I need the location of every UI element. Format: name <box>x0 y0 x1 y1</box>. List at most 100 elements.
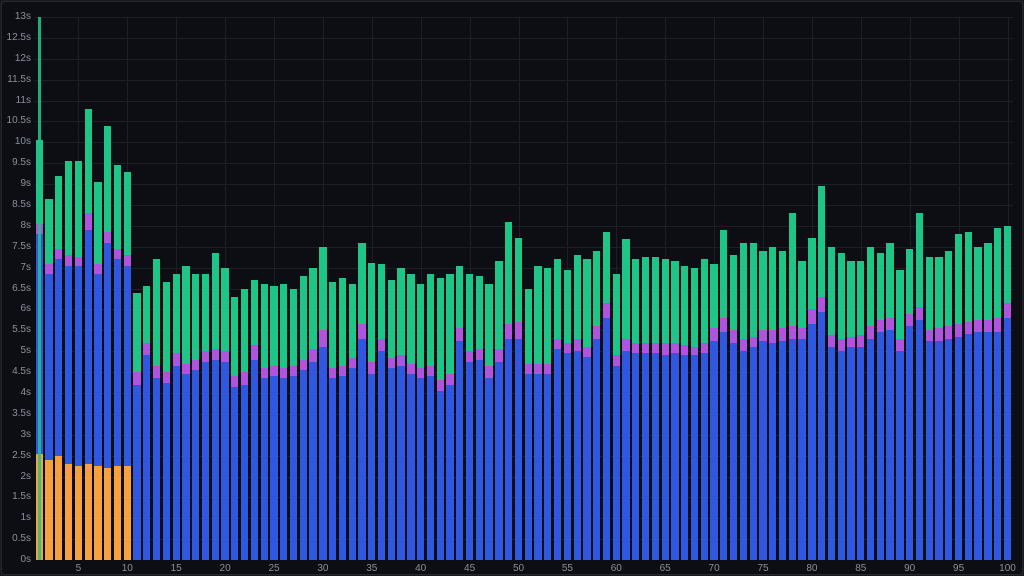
bar[interactable] <box>818 186 826 560</box>
bar[interactable] <box>788 213 796 560</box>
bar[interactable] <box>182 265 190 560</box>
bar[interactable] <box>485 284 493 560</box>
bar[interactable] <box>593 250 601 560</box>
bar[interactable] <box>45 198 53 560</box>
bar[interactable] <box>64 161 73 560</box>
bar[interactable] <box>866 246 875 560</box>
bar[interactable] <box>514 238 523 560</box>
bar[interactable] <box>661 259 669 560</box>
bar[interactable] <box>123 171 131 560</box>
bar[interactable] <box>602 232 611 560</box>
bar[interactable] <box>984 242 992 560</box>
bar[interactable] <box>749 242 757 560</box>
bar[interactable] <box>162 282 171 560</box>
bar[interactable] <box>104 125 112 560</box>
bar[interactable] <box>798 261 806 560</box>
bar[interactable] <box>837 253 845 560</box>
bar[interactable] <box>299 276 307 560</box>
bar[interactable] <box>720 230 728 560</box>
bar[interactable] <box>368 263 376 560</box>
bar[interactable] <box>671 261 679 560</box>
bar[interactable] <box>407 273 415 560</box>
bar[interactable] <box>505 221 513 560</box>
bar[interactable] <box>857 261 865 560</box>
bar[interactable] <box>231 296 239 560</box>
bar[interactable] <box>896 269 904 560</box>
bar[interactable] <box>739 242 748 560</box>
bar[interactable] <box>338 278 347 560</box>
bar[interactable] <box>270 286 278 560</box>
bar[interactable] <box>436 278 444 560</box>
bar[interactable] <box>915 213 924 560</box>
bar[interactable] <box>319 246 327 560</box>
bar[interactable] <box>250 280 259 560</box>
bar[interactable] <box>641 257 650 560</box>
bar[interactable] <box>808 238 816 560</box>
bar[interactable] <box>495 261 503 560</box>
bar[interactable] <box>886 242 894 560</box>
bar[interactable] <box>465 273 474 560</box>
bar[interactable] <box>260 284 268 560</box>
bar[interactable] <box>446 274 454 560</box>
bar[interactable] <box>553 259 562 560</box>
bar[interactable] <box>74 161 83 560</box>
bar[interactable] <box>94 182 102 560</box>
bar[interactable] <box>524 288 532 560</box>
bar[interactable] <box>358 242 366 560</box>
bar[interactable] <box>700 259 708 560</box>
bar[interactable] <box>954 234 963 560</box>
bar[interactable] <box>201 273 210 560</box>
bar[interactable] <box>192 274 200 560</box>
bar[interactable] <box>710 263 718 560</box>
bar[interactable] <box>280 284 288 560</box>
bar[interactable] <box>240 288 249 560</box>
bar[interactable] <box>622 238 630 560</box>
bar[interactable] <box>475 276 483 560</box>
bar[interactable] <box>377 263 386 560</box>
bar[interactable] <box>84 108 92 560</box>
bar[interactable] <box>143 286 151 560</box>
bar[interactable] <box>651 257 660 560</box>
bar[interactable] <box>681 265 689 560</box>
bar[interactable] <box>573 255 581 560</box>
bar[interactable] <box>906 248 914 560</box>
bar[interactable] <box>690 267 699 560</box>
bar[interactable] <box>935 257 943 560</box>
bar[interactable] <box>309 267 317 560</box>
outlier-bar[interactable] <box>38 17 41 560</box>
bar[interactable] <box>387 280 395 560</box>
bar[interactable] <box>221 267 229 560</box>
bar[interactable] <box>925 257 933 560</box>
bar[interactable] <box>172 273 180 560</box>
bar[interactable] <box>729 255 738 560</box>
bar[interactable] <box>152 259 161 560</box>
bar[interactable] <box>113 165 122 560</box>
bar[interactable] <box>876 253 884 560</box>
bar[interactable] <box>397 267 405 560</box>
bar[interactable] <box>964 232 972 560</box>
bar[interactable] <box>55 175 63 560</box>
bar[interactable] <box>583 259 591 560</box>
bar[interactable] <box>945 250 953 560</box>
bar[interactable] <box>426 273 435 560</box>
bar[interactable] <box>417 284 425 560</box>
bar[interactable] <box>133 292 141 560</box>
bar[interactable] <box>974 246 982 560</box>
bar[interactable] <box>329 282 337 560</box>
bar[interactable] <box>456 265 464 560</box>
bar[interactable] <box>534 265 542 560</box>
bar[interactable] <box>563 269 572 560</box>
bar[interactable] <box>544 267 552 560</box>
bar[interactable] <box>1003 225 1012 560</box>
bar[interactable] <box>211 253 219 560</box>
bar[interactable] <box>827 246 836 560</box>
bar[interactable] <box>847 261 855 560</box>
bar[interactable] <box>632 259 640 560</box>
bar[interactable] <box>759 250 767 560</box>
bar[interactable] <box>994 228 1002 560</box>
bar[interactable] <box>348 284 356 560</box>
bar[interactable] <box>289 288 298 560</box>
bar[interactable] <box>612 274 620 560</box>
bar[interactable] <box>769 246 777 560</box>
bar[interactable] <box>778 250 787 560</box>
